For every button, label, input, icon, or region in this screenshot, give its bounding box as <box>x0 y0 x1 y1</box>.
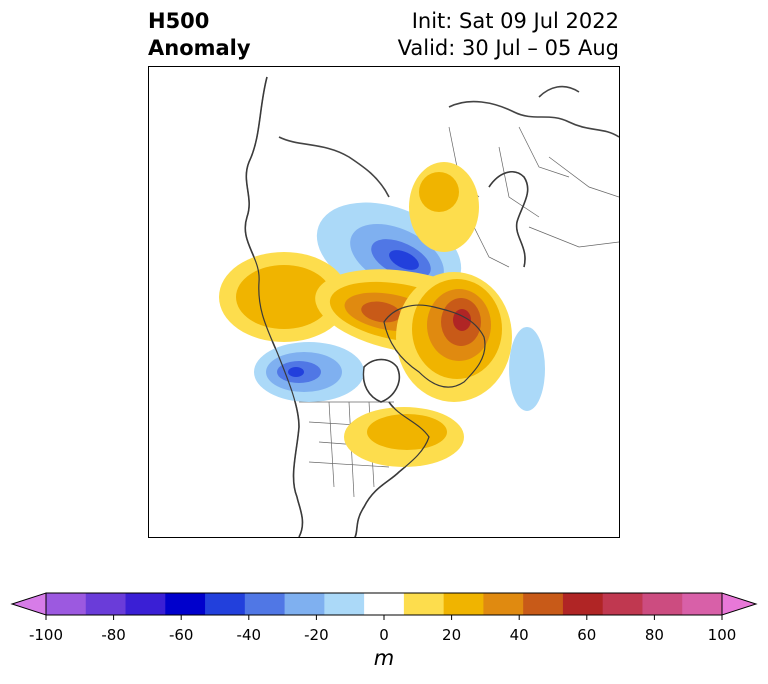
colorbar-cell <box>523 593 564 615</box>
colorbar-unit-label: m <box>373 646 395 670</box>
title-line-2: Anomaly <box>148 36 251 60</box>
colorbar-extension-low <box>10 592 47 616</box>
colorbar-cell <box>562 593 604 615</box>
colorbar-tick-label: 80 <box>644 626 664 644</box>
colorbar-cell <box>125 593 166 615</box>
valid-date: Valid: 30 Jul – 05 Aug <box>397 36 619 60</box>
colorbar-cell <box>483 593 524 615</box>
colorbar-cell <box>165 593 206 615</box>
colorbar-cell <box>682 593 723 615</box>
colorbar-tick-label: -60 <box>168 626 194 644</box>
colorbar-tick-label: 20 <box>442 626 462 644</box>
map-canvas <box>219 76 619 537</box>
colorbar-cell <box>205 593 246 615</box>
colorbar-cell <box>602 593 643 615</box>
coastline-overlay <box>244 76 529 537</box>
colorbar-cell <box>85 593 127 615</box>
colorbar-cell <box>443 593 484 615</box>
colorbar-tick-label: 0 <box>379 626 389 644</box>
map-title: H500 Anomaly <box>148 8 251 62</box>
colorbar-cell <box>46 593 87 615</box>
colorbar-cell <box>284 593 325 615</box>
colorbar-tick-label: 100 <box>707 626 737 644</box>
init-date: Init: Sat 09 Jul 2022 <box>411 9 619 33</box>
colorbar-extension-high <box>721 592 758 616</box>
colorbar-cell <box>364 593 405 615</box>
date-info: Init: Sat 09 Jul 2022 Valid: 30 Jul – 05… <box>398 8 619 62</box>
title-line-1: H500 <box>148 9 210 33</box>
colorbar-tick-label: -40 <box>236 626 262 644</box>
colorbar-cell <box>324 593 365 615</box>
colorbar-tick-label: 60 <box>577 626 597 644</box>
colorbar-tick-label: 40 <box>509 626 529 644</box>
colorbar-tick-labels: -100 -80 -60 -40 -20 0 20 40 60 80 100 <box>0 626 768 646</box>
colorbar-cell <box>642 593 683 615</box>
colorbar-cell <box>403 593 445 615</box>
colorbar-tick-label: -80 <box>101 626 126 644</box>
anomaly-contours <box>219 162 545 467</box>
colorbar-cell <box>244 593 286 615</box>
colorbar-tick-label: -20 <box>304 626 329 644</box>
colorbar <box>10 592 758 620</box>
anomaly-map <box>148 66 620 538</box>
colorbar-tick-label: -100 <box>28 626 64 644</box>
